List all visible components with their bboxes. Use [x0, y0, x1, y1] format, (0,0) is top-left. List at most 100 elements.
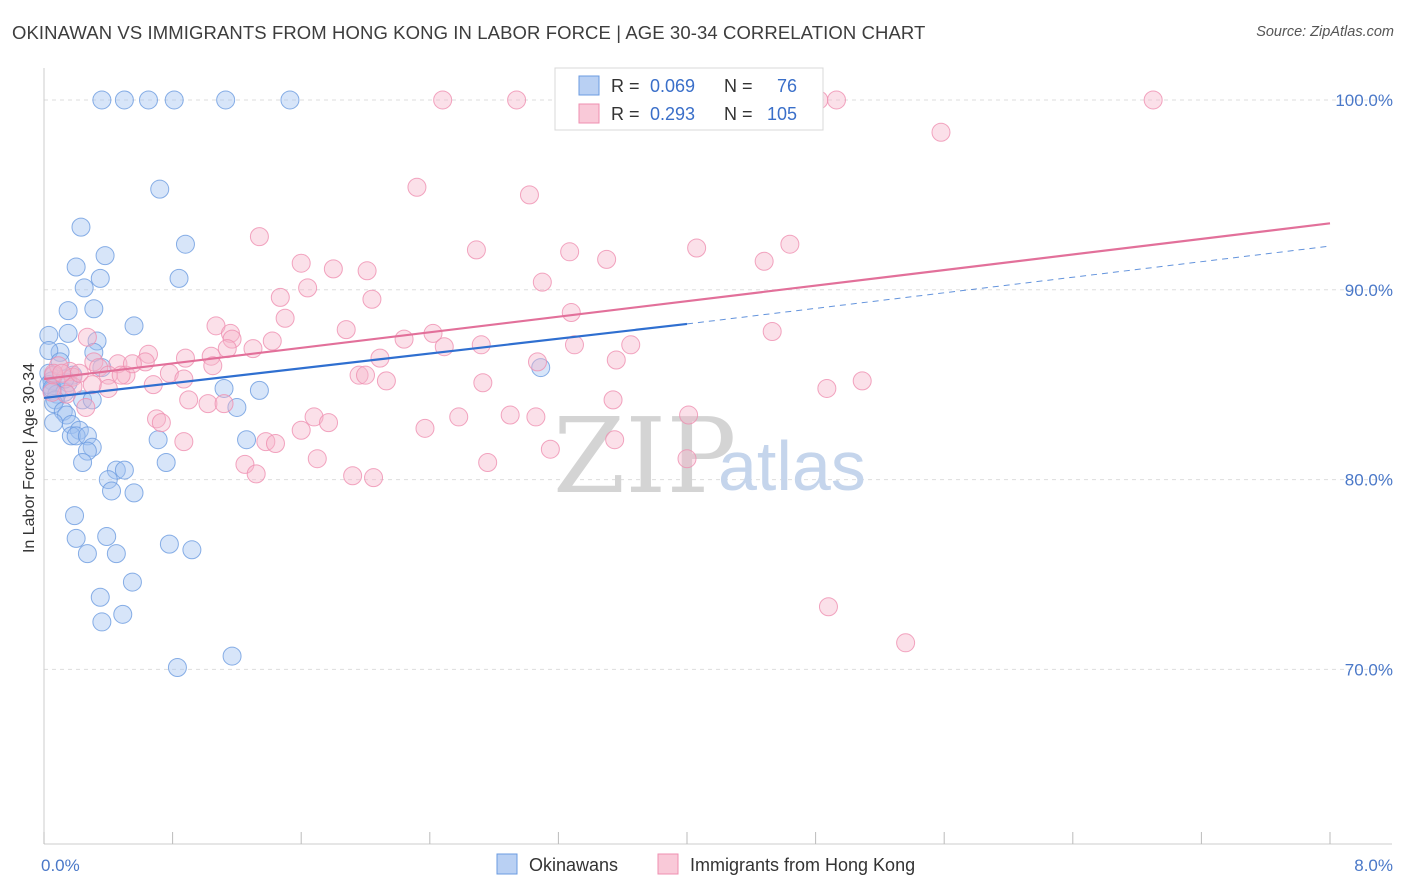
hong-kong-point [319, 413, 339, 433]
okinawans-point [39, 325, 59, 345]
okinawans-trend-extension [686, 245, 1331, 325]
hong-kong-point [471, 335, 491, 355]
hong-kong-point [323, 259, 343, 279]
okinawans-point [77, 426, 97, 446]
legend-r-label-okinawans: R = [611, 76, 640, 96]
okinawans-point [156, 452, 176, 472]
okinawans-point [66, 528, 86, 548]
hong-kong-point [433, 90, 453, 110]
x-tick-label: 0.0% [41, 856, 80, 875]
okinawans-point [167, 657, 187, 677]
okinawans-point [114, 460, 134, 480]
hong-kong-trend-line [43, 222, 1331, 381]
hong-kong-point [307, 449, 327, 469]
okinawans-point [74, 278, 94, 298]
hong-kong-point [198, 394, 218, 414]
hong-kong-point [246, 464, 266, 484]
okinawans-point [106, 460, 126, 480]
hong-kong-point [449, 407, 469, 427]
okinawans-point [77, 544, 97, 564]
hong-kong-point [98, 378, 118, 398]
okinawans-point [65, 506, 85, 526]
y-tick-labels: 70.0% 80.0% 90.0% 100.0% [1335, 91, 1393, 679]
hong-kong-point [362, 289, 382, 309]
hong-kong-point [222, 329, 242, 349]
okinawans-point [61, 426, 81, 446]
okinawans-point [92, 90, 112, 110]
okinawans-point [169, 268, 189, 288]
legend-swatch-hong-kong [578, 103, 600, 124]
hong-kong-point [214, 394, 234, 414]
hong-kong-point [249, 227, 269, 247]
hong-kong-point [174, 369, 194, 389]
okinawans-point [102, 481, 122, 501]
hong-kong-point [201, 346, 221, 366]
hong-kong-point [540, 439, 560, 459]
okinawans-point [106, 544, 126, 564]
okinawans-point [58, 323, 78, 343]
legend-r-value-hong-kong: 0.293 [650, 104, 695, 124]
okinawans-point [84, 299, 104, 319]
okinawans-point [114, 90, 134, 110]
hong-kong-point [291, 420, 311, 440]
watermark: ZIP atlas [553, 395, 866, 517]
hong-kong-point [270, 287, 290, 307]
okinawans-point [222, 646, 242, 666]
watermark-atlas: atlas [718, 427, 866, 505]
okinawans-point [97, 527, 117, 547]
okinawans-point [216, 90, 236, 110]
okinawans-point [44, 413, 64, 433]
hong-kong-point [336, 320, 356, 340]
chart-title: OKINAWAN VS IMMIGRANTS FROM HONG KONG IN… [12, 22, 926, 43]
hong-kong-points [42, 90, 1163, 653]
hong-kong-point [478, 452, 498, 472]
hong-kong-point [528, 352, 548, 372]
y-tick-label: 80.0% [1345, 471, 1393, 490]
hong-kong-point [298, 278, 318, 298]
okinawans-point [66, 257, 86, 277]
hong-kong-point [606, 350, 626, 370]
okinawans-point [182, 540, 202, 560]
okinawans-point [148, 430, 168, 450]
okinawans-point [531, 358, 551, 378]
watermark-zip: ZIP [553, 395, 736, 517]
okinawans-point [159, 534, 179, 554]
okinawans-point [90, 268, 110, 288]
legend-n-label-hong-kong: N = [724, 104, 753, 124]
okinawans-point [124, 483, 144, 503]
hong-kong-point [780, 234, 800, 254]
okinawans-point [122, 572, 142, 592]
okinawans-point [138, 90, 158, 110]
hong-kong-point [203, 356, 223, 376]
legend-n-label-okinawans: N = [724, 76, 753, 96]
okinawans-point [95, 246, 115, 266]
hong-kong-point [174, 432, 194, 452]
hong-kong-point [343, 466, 363, 486]
hong-kong-point [364, 468, 384, 488]
hong-kong-point [82, 375, 102, 395]
hong-kong-point [179, 390, 199, 410]
hong-kong-point [291, 253, 311, 273]
hong-kong-point [1143, 90, 1163, 110]
okinawans-point [58, 301, 78, 321]
legend-n-value-okinawans: 76 [777, 76, 797, 96]
hong-kong-point [265, 434, 285, 454]
gridlines [44, 99, 1392, 670]
x-tick-labels: 0.0% 8.0% [41, 856, 1393, 875]
hong-kong-point [415, 418, 435, 438]
hong-kong-point [235, 454, 255, 474]
trend-lines [43, 222, 1331, 400]
hong-kong-point [466, 240, 486, 260]
hong-kong-point [175, 348, 195, 368]
hong-kong-point [826, 90, 846, 110]
okinawans-point [214, 378, 234, 398]
okinawans-point [227, 397, 247, 417]
x-tick-label: 8.0% [1354, 856, 1393, 875]
okinawans-point [98, 470, 118, 490]
y-tick-label: 100.0% [1335, 91, 1393, 110]
hong-kong-point [407, 177, 427, 197]
hong-kong-point [356, 365, 375, 385]
hong-kong-point [526, 407, 546, 427]
okinawans-point [150, 179, 170, 199]
